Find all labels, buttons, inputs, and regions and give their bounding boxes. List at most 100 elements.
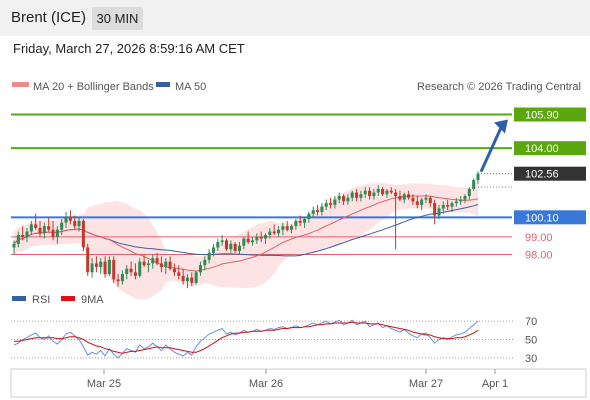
candle (242, 236, 246, 250)
candle (316, 204, 320, 216)
candle-body (424, 197, 428, 200)
rsi-tick-70: 70 (525, 316, 537, 328)
candle (224, 238, 229, 251)
candle-body (229, 243, 233, 250)
candle (138, 258, 142, 278)
candle-body (398, 196, 402, 200)
candle-body (307, 213, 311, 220)
candle-body (90, 263, 94, 273)
candle-body (411, 197, 415, 202)
candle (363, 187, 367, 198)
chart-datetime: Friday, March 27, 2026 8:59:16 AM CET (13, 41, 245, 56)
candle-body (42, 226, 46, 234)
candle (168, 256, 172, 271)
candle-body (142, 261, 146, 266)
candle-body (107, 259, 111, 275)
candle (467, 187, 471, 200)
rsi-tick-30: 30 (525, 353, 537, 365)
copyright-credit: Research © 2026 Trading Central (417, 81, 581, 93)
candle (272, 224, 276, 236)
candle (372, 188, 376, 200)
candle-body (138, 261, 142, 276)
candle-body (294, 220, 298, 227)
candle (324, 199, 328, 211)
candle-body (420, 199, 424, 205)
candle-body (194, 272, 198, 283)
price-legend: MA 20 + Bollinger Bands MA 50 Research ©… (12, 81, 581, 93)
candle (60, 219, 64, 236)
candle (472, 178, 476, 191)
candle (177, 265, 181, 280)
candle-body (16, 235, 20, 244)
candle-body (450, 203, 454, 207)
candle-body (402, 194, 406, 200)
candle (194, 270, 198, 285)
candle (441, 201, 445, 214)
candle (51, 220, 55, 241)
level-label-104.00: 104.00 (525, 143, 559, 155)
level-lines (11, 113, 512, 256)
candle-body (29, 224, 33, 232)
candle-body (303, 219, 307, 223)
candle-body (389, 190, 393, 193)
candle (285, 220, 289, 232)
candle (86, 243, 90, 276)
candle (290, 224, 294, 234)
candle (21, 226, 25, 241)
candle (250, 236, 255, 246)
candle-body (68, 217, 72, 221)
candle-body (190, 277, 194, 283)
candle (29, 220, 33, 236)
candle-body (233, 243, 237, 251)
ma50-legend-swatch (156, 82, 170, 87)
timeframe-button[interactable]: 30 MIN (92, 7, 143, 30)
candle (298, 215, 302, 227)
candle-body (211, 247, 215, 253)
candle (246, 231, 250, 244)
candle (463, 194, 467, 204)
ma50-legend-label: MA 50 (175, 81, 206, 93)
candle-body (407, 194, 411, 198)
candle-body (250, 240, 255, 243)
candle-body (342, 196, 346, 202)
candle-body (168, 261, 172, 269)
candle-body (272, 231, 276, 234)
candle-body (394, 192, 398, 197)
candle-body (459, 199, 463, 202)
candle (129, 261, 133, 276)
candle (433, 199, 437, 225)
header-bar: Brent (ICE) 30 MIN (0, 0, 590, 36)
candle (211, 243, 215, 257)
candle-body (311, 210, 315, 214)
candle (164, 258, 168, 275)
arrow-shaft (479, 124, 504, 173)
candle (207, 249, 211, 264)
time-tick-label: Mar 25 (87, 378, 121, 390)
candle-body (125, 268, 129, 275)
candle-body (12, 243, 16, 248)
candle-body (428, 197, 432, 204)
candle-body (381, 188, 385, 195)
candle (47, 217, 51, 232)
candle (355, 188, 359, 202)
candle (34, 213, 38, 230)
candle (329, 197, 333, 209)
current-price-label: 102.56 (525, 169, 559, 181)
candle-body (372, 192, 376, 197)
candle-body (363, 190, 367, 195)
candle (320, 203, 324, 216)
level-badge-100.10 (514, 210, 586, 225)
candle (155, 252, 159, 266)
ma20-legend-label: MA 20 + Bollinger Bands (33, 81, 154, 93)
candle-body (203, 259, 207, 266)
level-label-105.90: 105.90 (525, 110, 559, 122)
rsi-panel: 70 50 30 (11, 316, 537, 365)
candle-body (25, 231, 29, 237)
candle (237, 242, 242, 255)
candle (342, 194, 346, 205)
candle-body (133, 272, 137, 276)
level-label-98.00: 98.00 (525, 250, 553, 262)
candle (476, 171, 480, 184)
candle-body (433, 203, 437, 216)
candle (459, 196, 463, 205)
